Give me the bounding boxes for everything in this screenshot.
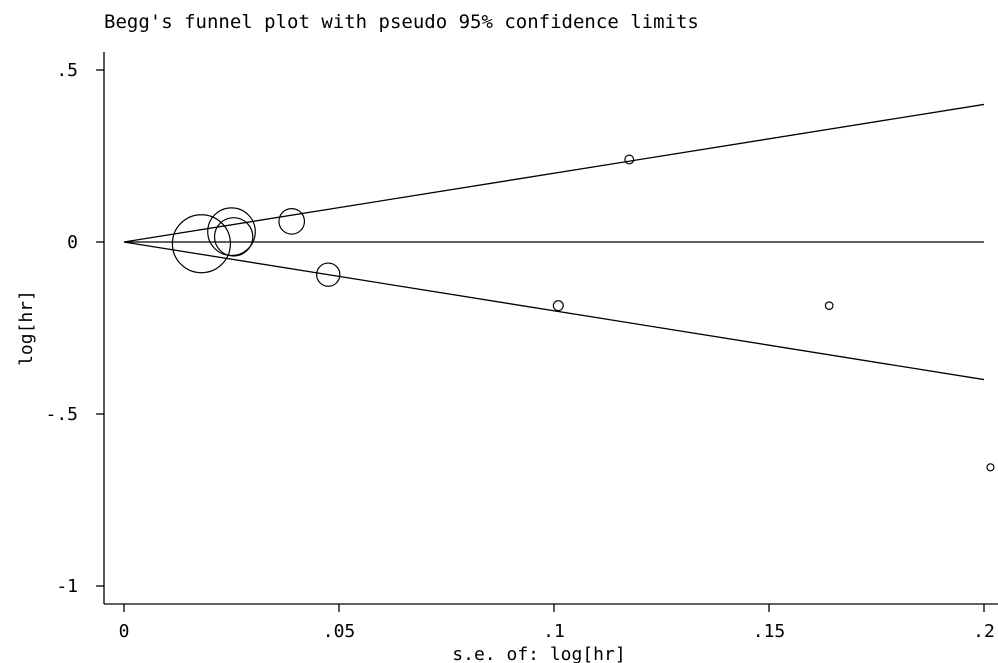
study-point — [171, 214, 231, 274]
y-tick-label: 0 — [67, 232, 78, 253]
y-tick-label: -.5 — [45, 404, 78, 425]
x-tick-label: .05 — [323, 621, 356, 642]
x-tick-label: 0 — [119, 621, 130, 642]
upper-confidence-limit — [123, 103, 985, 243]
study-point — [316, 262, 341, 287]
x-axis-label: s.e. of: log[hr] — [452, 644, 625, 663]
y-axis-label: log[hr] — [16, 290, 37, 366]
funnel-lines — [123, 103, 985, 381]
study-point — [552, 300, 564, 312]
x-tick-label: .2 — [973, 621, 995, 642]
study-point — [213, 217, 254, 257]
chart-title: Begg's funnel plot with pseudo 95% confi… — [104, 11, 699, 33]
x-tick-label: .1 — [543, 621, 565, 642]
study-point — [986, 463, 995, 472]
y-tick-label: -1 — [56, 576, 78, 597]
study-point — [824, 301, 834, 311]
y-tick-label: .5 — [56, 60, 78, 81]
x-axis-ticks: 0 .05 .1 .15 .2 — [119, 604, 995, 642]
study-point — [624, 154, 635, 165]
y-axis-ticks: -1 -.5 0 .5 — [45, 60, 104, 597]
study-points — [171, 154, 995, 472]
study-point — [278, 208, 306, 235]
x-tick-label: .15 — [753, 621, 786, 642]
lower-confidence-limit — [123, 241, 985, 381]
